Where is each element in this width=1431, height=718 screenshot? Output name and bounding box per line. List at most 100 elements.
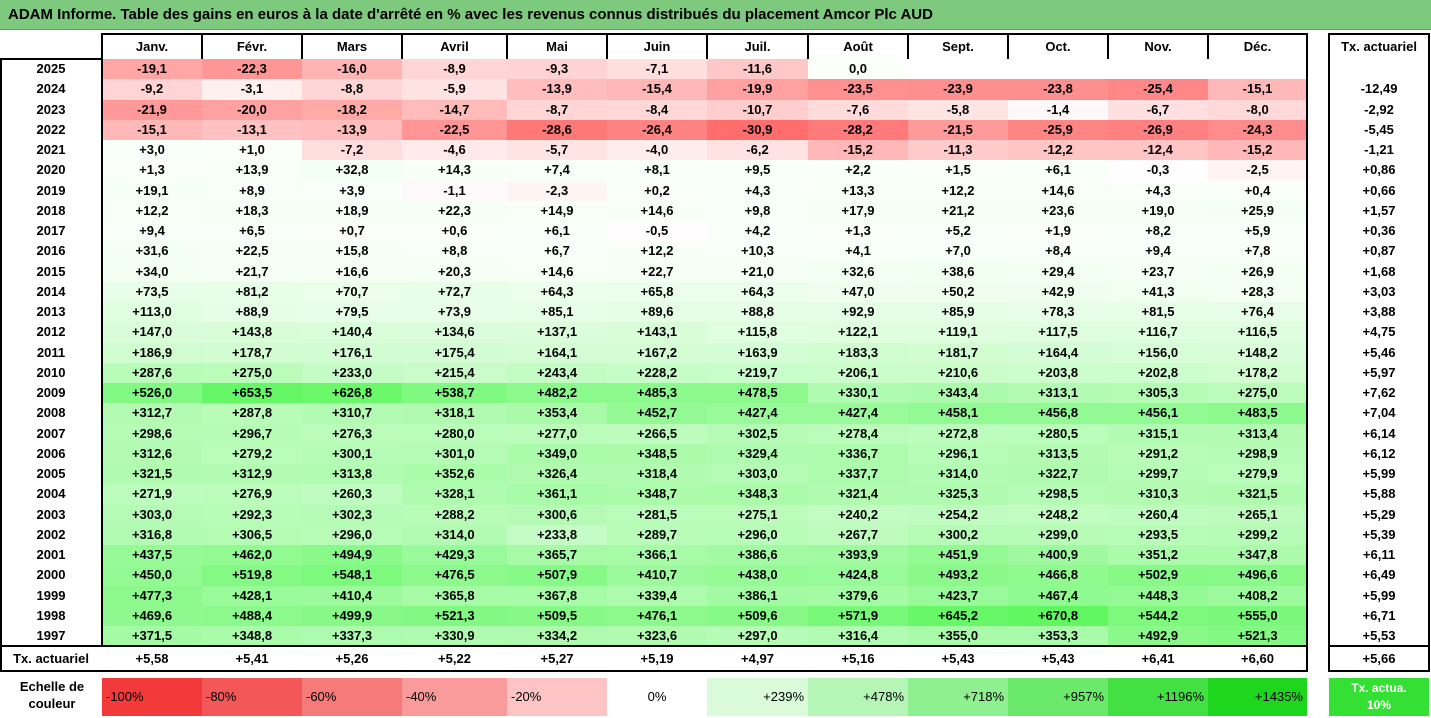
table-cell: +73,5 [102, 281, 202, 302]
table-cell: +526,0 [102, 383, 202, 404]
table-cell: +275,0 [202, 362, 302, 383]
table-cell: +496,6 [1208, 565, 1307, 586]
table-cell: +8,4 [1008, 241, 1108, 262]
table-cell: +316,4 [808, 626, 908, 647]
table-cell: +301,0 [402, 443, 507, 464]
rate-cell [1329, 59, 1429, 80]
table-cell: +305,3 [1108, 383, 1208, 404]
rate-cell: +4,75 [1329, 322, 1429, 343]
table-cell: +4,2 [707, 221, 808, 242]
table-cell: +351,2 [1108, 545, 1208, 566]
table-cell: +348,8 [202, 626, 302, 647]
table-cell: +325,3 [908, 484, 1008, 505]
month-header: Mars [302, 34, 402, 60]
rate-cell: +6,49 [1329, 565, 1429, 586]
table-cell: +296,7 [202, 423, 302, 444]
year-label: 2019 [0, 180, 102, 201]
table-cell: -6,2 [707, 140, 808, 161]
table-cell: -18,2 [302, 99, 402, 120]
rate-cell: +7,62 [1329, 383, 1429, 404]
footer-cell: +5,43 [1008, 647, 1108, 671]
year-label: 2007 [0, 423, 102, 444]
table-cell: +1,0 [202, 140, 302, 161]
table-cell: +348,3 [707, 484, 808, 505]
table-cell: +9,5 [707, 160, 808, 181]
year-label: 2022 [0, 119, 102, 140]
table-cell: +73,9 [402, 302, 507, 323]
year-label: 2005 [0, 464, 102, 485]
page-title: ADAM Informe. Table des gains en euros à… [8, 6, 933, 23]
title-bar: ADAM Informe. Table des gains en euros à… [0, 0, 1431, 30]
table-cell: +50,2 [908, 281, 1008, 302]
table-cell: +233,0 [302, 362, 402, 383]
year-label: 2011 [0, 342, 102, 363]
table-cell: +19,0 [1108, 200, 1208, 221]
table-cell: -21,5 [908, 119, 1008, 140]
month-header: Juil. [707, 34, 808, 60]
table-cell: +164,1 [507, 342, 607, 363]
table-cell: +181,7 [908, 342, 1008, 363]
table-cell: +176,1 [302, 342, 402, 363]
table-cell: 0,0 [808, 59, 908, 80]
table-cell: -15,2 [1208, 140, 1307, 161]
footer-cell: +5,22 [402, 647, 507, 671]
table-cell: +15,8 [302, 241, 402, 262]
rate-cell: +0,87 [1329, 241, 1429, 262]
table-cell: +206,1 [808, 362, 908, 383]
table-cell: +437,5 [102, 545, 202, 566]
table-cell: +275,1 [707, 504, 808, 525]
table-cell: +467,4 [1008, 585, 1108, 606]
table-cell: -9,3 [507, 59, 607, 80]
table-cell: +8,9 [202, 180, 302, 201]
table-cell: +299,2 [1208, 524, 1307, 545]
table-cell: +8,8 [402, 241, 507, 262]
table-cell: -30,9 [707, 119, 808, 140]
table-cell: +0,2 [607, 180, 707, 201]
table-cell: +477,3 [102, 585, 202, 606]
table-cell: +310,7 [302, 403, 402, 424]
table-cell: +8,1 [607, 160, 707, 181]
year-label: 2023 [0, 99, 102, 120]
year-label: 2004 [0, 484, 102, 505]
year-label: 2010 [0, 362, 102, 383]
table-cell: +9,4 [1108, 241, 1208, 262]
year-label: 2017 [0, 221, 102, 242]
footer-cell: +5,43 [908, 647, 1008, 671]
rate-cell: +5,53 [1329, 626, 1429, 647]
table-cell: -8,9 [402, 59, 507, 80]
table-cell: -15,2 [808, 140, 908, 161]
table-cell: +1,9 [1008, 221, 1108, 242]
table-cell: -14,7 [402, 99, 507, 120]
table-cell: +330,9 [402, 626, 507, 647]
table-cell: -12,4 [1108, 140, 1208, 161]
year-label: 2025 [0, 59, 102, 80]
table-cell: +178,7 [202, 342, 302, 363]
table-cell: +371,5 [102, 626, 202, 647]
table-cell: -12,2 [1008, 140, 1108, 161]
month-header: Déc. [1208, 34, 1307, 60]
table-cell: +507,9 [507, 565, 607, 586]
month-header: Avril [402, 34, 507, 60]
table-cell: +23,6 [1008, 200, 1108, 221]
table-cell: +276,9 [202, 484, 302, 505]
table-cell [1008, 59, 1108, 80]
table-cell: +299,7 [1108, 464, 1208, 485]
table-cell: -24,3 [1208, 119, 1307, 140]
year-label: 1999 [0, 585, 102, 606]
table-cell: +140,4 [302, 322, 402, 343]
rate-cell: +6,11 [1329, 545, 1429, 566]
table-cell: +427,4 [707, 403, 808, 424]
table-cell: +117,5 [1008, 322, 1108, 343]
table-cell: +116,7 [1108, 322, 1208, 343]
table-cell: +6,7 [507, 241, 607, 262]
table-cell: -2,3 [507, 180, 607, 201]
table-cell: +116,5 [1208, 322, 1307, 343]
rate-cell: +3,88 [1329, 302, 1429, 323]
table-cell: +645,2 [908, 605, 1008, 626]
table-cell: +318,1 [402, 403, 507, 424]
scale-swatch: -60% [302, 678, 402, 716]
table-cell: +478,5 [707, 383, 808, 404]
table-cell: +493,2 [908, 565, 1008, 586]
scale-swatch: +1435% [1208, 678, 1307, 716]
table-cell: +4,3 [1108, 180, 1208, 201]
